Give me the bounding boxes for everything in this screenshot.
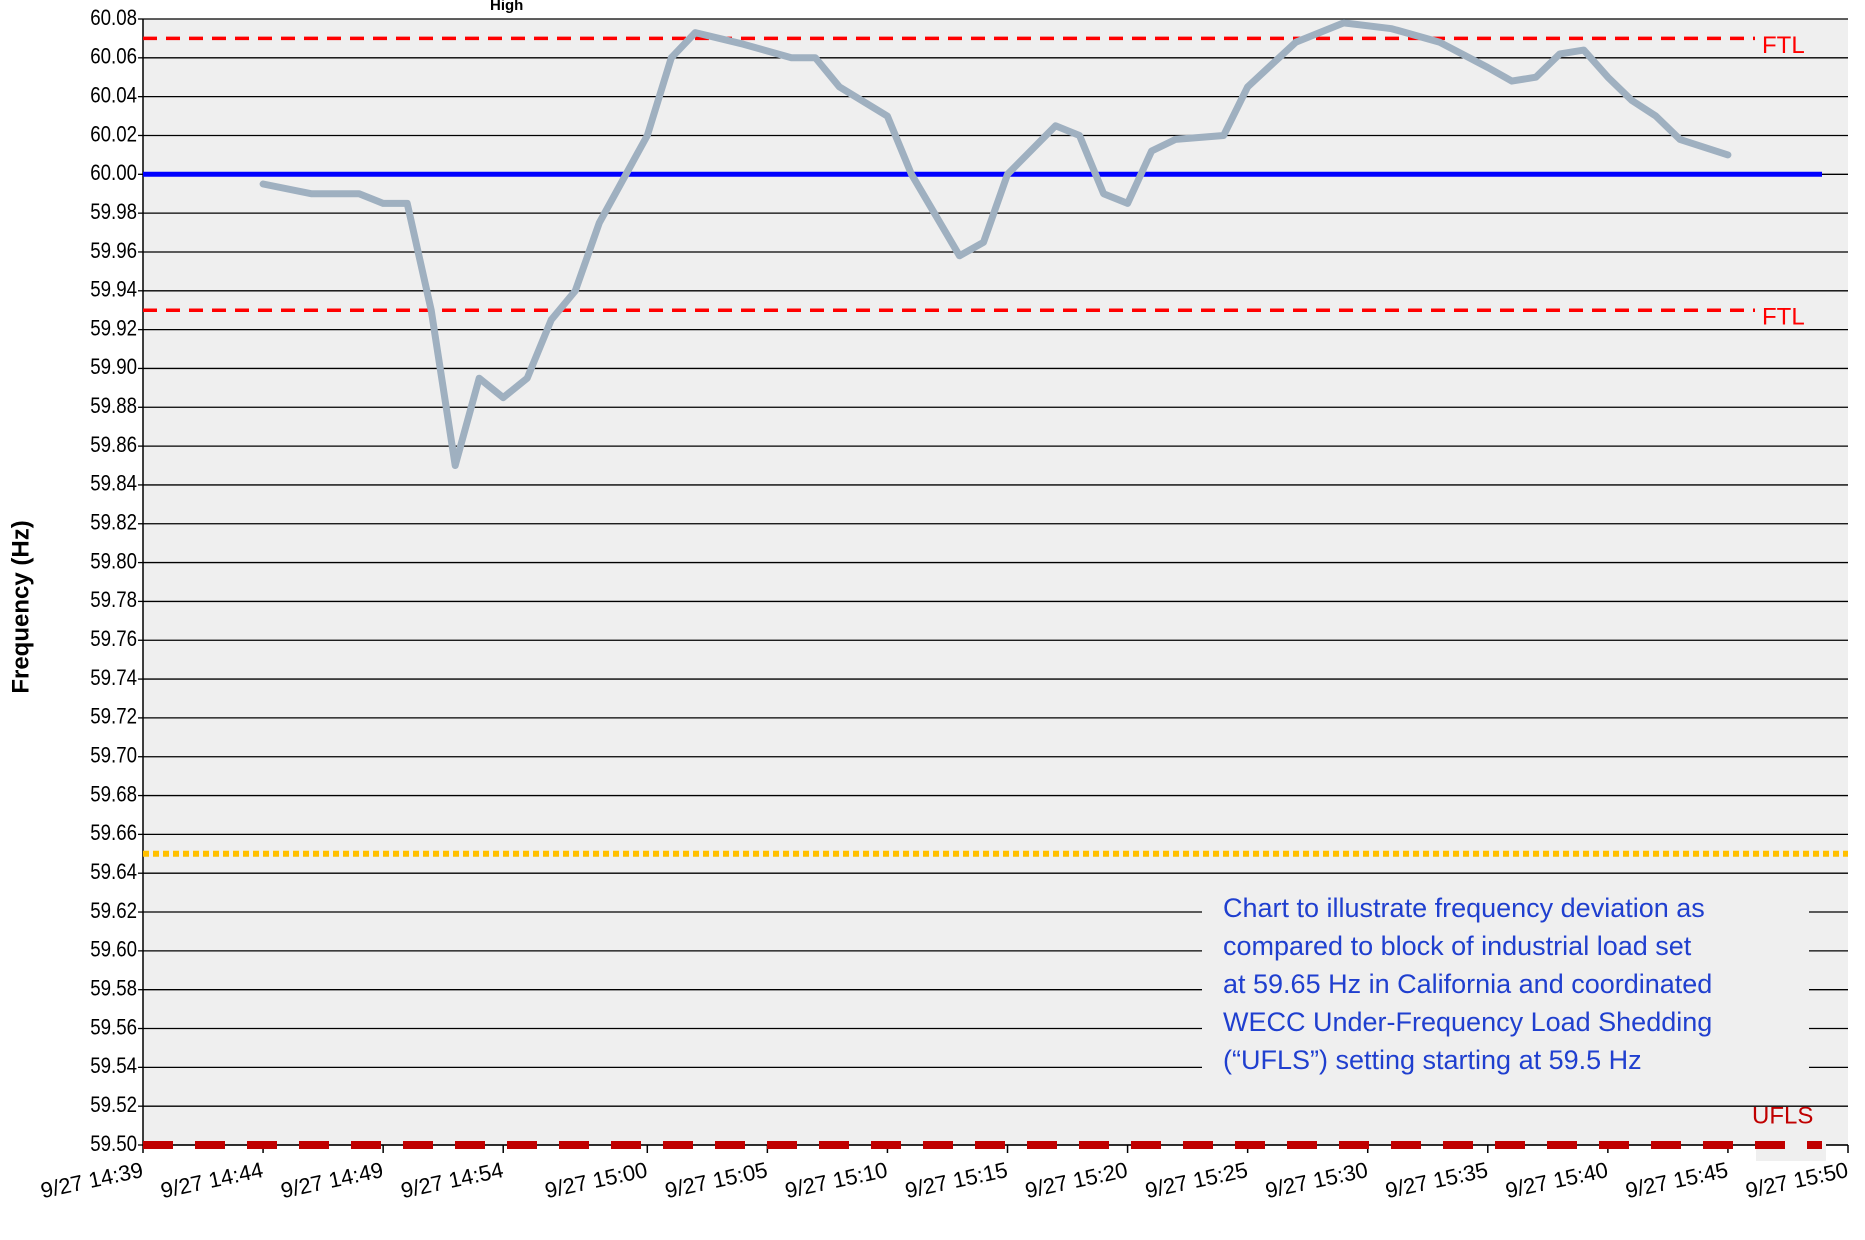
corner-note: High	[490, 0, 523, 14]
x-tick-label: 9/27 15:00	[543, 1157, 650, 1203]
y-tick-label: 60.02	[90, 123, 137, 147]
y-tick-label: 59.84	[90, 472, 137, 496]
y-tick-label: 59.82	[90, 511, 137, 535]
ref-label-bg	[1756, 294, 1826, 327]
series-line	[259, 19, 1732, 469]
y-tick-label: 59.60	[90, 938, 137, 962]
x-tick-label: 9/27 15:45	[1623, 1157, 1730, 1203]
annotation-text: WECC Under-Frequency Load Shedding	[1223, 1007, 1712, 1037]
y-tick-label: 60.08	[90, 6, 137, 30]
x-tick-label: 9/27 15:05	[663, 1157, 770, 1203]
annotation-text: at 59.65 Hz in California and coordinate…	[1223, 969, 1712, 999]
y-tick-label: 59.96	[90, 239, 137, 263]
x-tick-label: 9/27 14:54	[399, 1157, 506, 1203]
y-tick-label: 59.72	[90, 705, 137, 729]
x-tick-label: 9/27 14:49	[278, 1157, 385, 1203]
y-tick-label: 60.04	[90, 84, 137, 108]
y-tick-label: 59.62	[90, 900, 137, 924]
y-tick-label: 59.94	[90, 278, 137, 302]
x-tick-label: 9/27 15:25	[1143, 1157, 1250, 1203]
reference-label: FTL	[1762, 304, 1805, 331]
y-tick-label: 59.78	[90, 589, 137, 613]
reference-label: UFLS	[1752, 1102, 1813, 1129]
y-tick-label: 59.64	[90, 861, 137, 885]
y-tick-label: 59.98	[90, 201, 137, 225]
y-tick-label: 59.74	[90, 667, 137, 691]
x-tick-label: 9/27 14:44	[158, 1157, 265, 1203]
x-tick-label: 9/27 15:35	[1383, 1157, 1490, 1203]
y-tick-label: 59.76	[90, 628, 137, 652]
annotation-box	[1202, 893, 1809, 1083]
y-tick-label: 59.86	[90, 434, 137, 458]
x-tick-label: 9/27 15:15	[903, 1157, 1010, 1203]
y-tick-label: 59.68	[90, 783, 137, 807]
y-tick-label: 59.92	[90, 317, 137, 341]
y-tick-label: 60.00	[90, 162, 137, 186]
x-tick-label: 9/27 15:10	[783, 1157, 890, 1203]
y-tick-label: 59.88	[90, 395, 137, 419]
y-tick-label: 59.56	[90, 1016, 137, 1040]
y-tick-label: 59.58	[90, 977, 137, 1001]
x-tick-label: 9/27 14:39	[38, 1157, 145, 1203]
ref-label-bg	[1756, 22, 1826, 55]
y-tick-label: 59.54	[90, 1055, 137, 1079]
annotation-text: compared to block of industrial load set	[1223, 931, 1692, 961]
y-tick-label: 59.90	[90, 356, 137, 380]
x-tick-label: 9/27 15:30	[1263, 1157, 1370, 1203]
x-tick-label: 9/27 15:20	[1023, 1157, 1130, 1203]
x-tick-label: 9/27 15:40	[1503, 1157, 1610, 1203]
y-tick-label: 60.06	[90, 45, 137, 69]
x-tick-label: 9/27 15:50	[1743, 1157, 1850, 1203]
annotation-text: Chart to illustrate frequency deviation …	[1223, 893, 1705, 923]
y-tick-label: 59.50	[90, 1132, 137, 1156]
y-tick-label: 59.70	[90, 744, 137, 768]
y-tick-label: 59.52	[90, 1094, 137, 1118]
y-tick-label: 59.66	[90, 822, 137, 846]
y-tick-label: 59.80	[90, 550, 137, 574]
reference-label: FTL	[1762, 32, 1805, 59]
y-axis-label: Frequency (Hz)	[7, 520, 34, 693]
annotation-text: (“UFLS”) setting starting at 59.5 Hz	[1223, 1045, 1642, 1075]
